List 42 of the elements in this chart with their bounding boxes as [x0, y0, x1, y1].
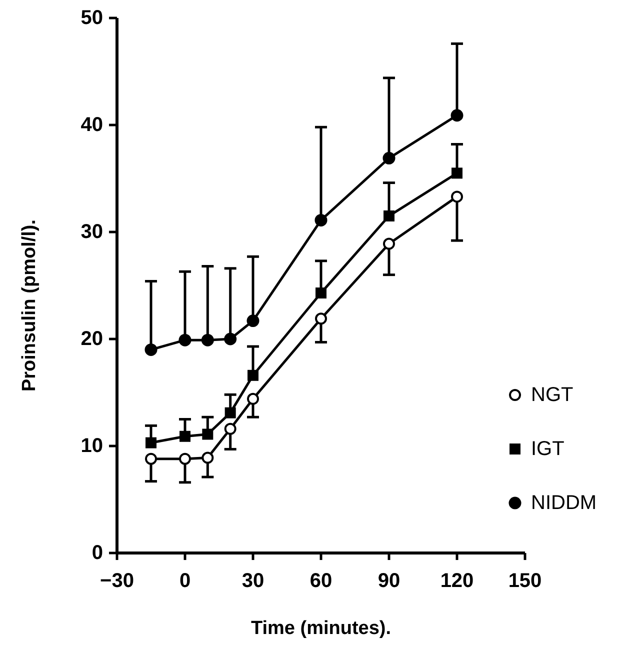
- point: [179, 452, 191, 465]
- x-tick-label: 90: [378, 570, 400, 592]
- x-tick-label: 30: [242, 570, 264, 592]
- point: [248, 370, 258, 381]
- point: [224, 422, 236, 435]
- point: [316, 287, 326, 298]
- x-tick-label: −30: [100, 570, 134, 592]
- x-tick-label: 60: [310, 570, 332, 592]
- point: [201, 334, 214, 346]
- point: [202, 428, 214, 440]
- legend-label: IGT: [531, 438, 564, 460]
- x-tick-label: 150: [508, 570, 542, 592]
- y-tick-label: 30: [80, 221, 103, 243]
- point: [145, 452, 157, 465]
- point: [202, 452, 214, 464]
- point: [146, 437, 156, 448]
- point: [315, 312, 327, 325]
- point: [382, 152, 396, 164]
- point: [452, 168, 462, 179]
- legend-label: NIDDM: [531, 492, 597, 514]
- x-axis-title: Time (minutes).: [250, 618, 392, 639]
- point: [144, 343, 158, 356]
- x-tick-label: 120: [440, 570, 474, 592]
- y-tick-label: 50: [80, 7, 103, 29]
- y-tick-label: 40: [80, 114, 103, 136]
- point: [178, 334, 192, 346]
- point: [246, 314, 260, 328]
- point: [224, 407, 236, 418]
- y-tick-label: 20: [80, 328, 103, 350]
- y-axis-title: Proinsulin (pmol/l).: [19, 219, 40, 392]
- point: [384, 210, 394, 222]
- point: [247, 392, 259, 405]
- point: [451, 190, 463, 203]
- point: [450, 109, 464, 122]
- point: [383, 238, 395, 250]
- point: [224, 332, 237, 346]
- y-tick-label: 10: [80, 435, 103, 457]
- point: [180, 430, 190, 442]
- legend-label: NGT: [531, 384, 574, 406]
- x-tick-label: 0: [179, 570, 191, 592]
- y-tick-label: 0: [92, 542, 103, 564]
- point: [314, 214, 328, 226]
